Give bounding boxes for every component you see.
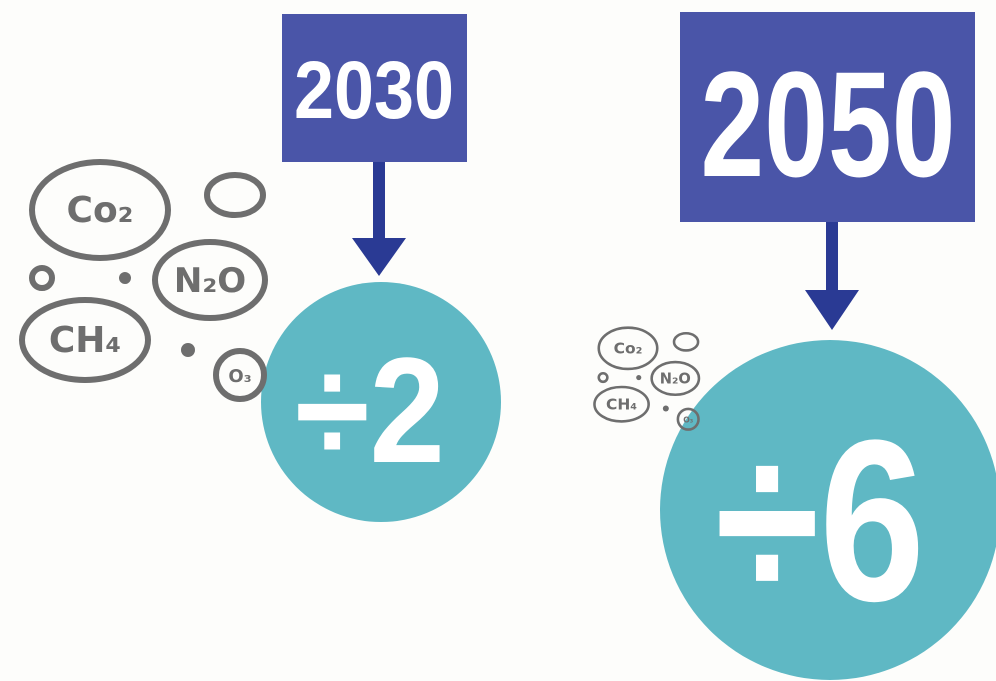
- gas-label: O₃: [683, 415, 693, 424]
- factor: ÷6: [715, 392, 925, 649]
- gas-label: Co₂: [67, 190, 134, 231]
- gas-dot: [119, 272, 131, 284]
- gas-label: N₂O: [174, 261, 246, 301]
- infographic: 2030 ÷2 Co₂ N₂O CH₄ O₃ 2050 ÷6: [0, 0, 996, 681]
- gas-dot: [181, 343, 195, 357]
- gas-label: Co₂: [614, 339, 643, 357]
- gas-dot: [663, 405, 669, 411]
- gas-label: N₂O: [660, 371, 691, 388]
- gas-label: O₃: [228, 366, 251, 387]
- factor: ÷2: [295, 326, 445, 494]
- year: 2030: [294, 45, 454, 136]
- arrow-shaft: [826, 222, 838, 294]
- arrow-shaft: [373, 162, 385, 242]
- gas-label: CH₄: [606, 395, 637, 413]
- gas-dot: [636, 375, 641, 380]
- gas-label: CH₄: [49, 320, 121, 361]
- year: 2050: [701, 40, 956, 208]
